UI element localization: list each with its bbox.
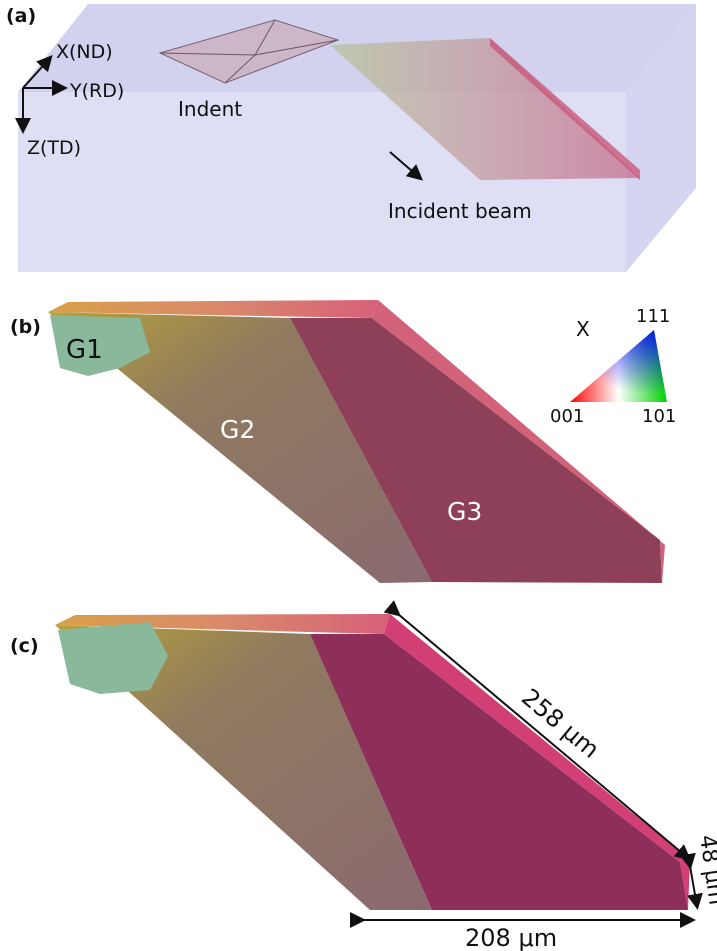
length-dimension-arrow xyxy=(383,600,692,861)
beam-direction-arrow xyxy=(389,151,424,181)
incident-beam-label: Incident beam xyxy=(388,199,532,223)
slab-b-side xyxy=(372,300,665,583)
panel-b-label: (b) xyxy=(10,316,41,338)
x-axis-arrow xyxy=(22,55,53,89)
panel-c-label: (c) xyxy=(10,635,39,657)
slab-beam-side xyxy=(490,38,640,180)
ipf-label-001: 001 xyxy=(550,406,584,427)
slab-c-top xyxy=(55,614,390,634)
grain-g2-region-c xyxy=(55,625,432,910)
width-dimension-label: 208 μm xyxy=(465,924,557,951)
coordinate-axes xyxy=(15,55,68,134)
panel-b: (b) G1 G2 G3 X 111 001 101 xyxy=(10,300,676,583)
depth-dimension-arrow xyxy=(680,852,703,910)
grain-g1-region xyxy=(50,315,150,376)
ipf-label-111: 111 xyxy=(636,306,670,327)
indent-label: Indent xyxy=(178,97,242,121)
y-axis-label: Y(RD) xyxy=(69,80,124,102)
panel-a: (a) X(ND) Y(RD) Z(TD) Indent Incident be… xyxy=(6,4,696,272)
indent-pyramid xyxy=(158,19,340,84)
sample-box-side xyxy=(626,4,696,272)
grain-g3-region xyxy=(290,318,662,583)
grain-label-g1: G1 xyxy=(66,335,103,365)
grain-g2-region xyxy=(48,312,432,583)
slab-b-top xyxy=(48,300,378,318)
z-axis-label: Z(TD) xyxy=(27,137,81,159)
ipf-color-key: X 111 001 101 xyxy=(550,306,676,427)
ipf-label-101: 101 xyxy=(642,406,676,427)
grain-g1-region-c xyxy=(58,622,168,694)
panel-a-label: (a) xyxy=(6,5,36,27)
grain-label-g3: G3 xyxy=(447,497,482,526)
depth-dimension-label: 48 μm xyxy=(694,833,717,906)
panel-c: (c) 258 μm 208 μm 48 μm xyxy=(10,600,717,951)
x-axis-label: X(ND) xyxy=(56,41,113,63)
ipf-direction-label: X xyxy=(576,317,590,341)
slab-beam-region xyxy=(330,38,640,180)
grain-label-g2: G2 xyxy=(220,415,255,444)
